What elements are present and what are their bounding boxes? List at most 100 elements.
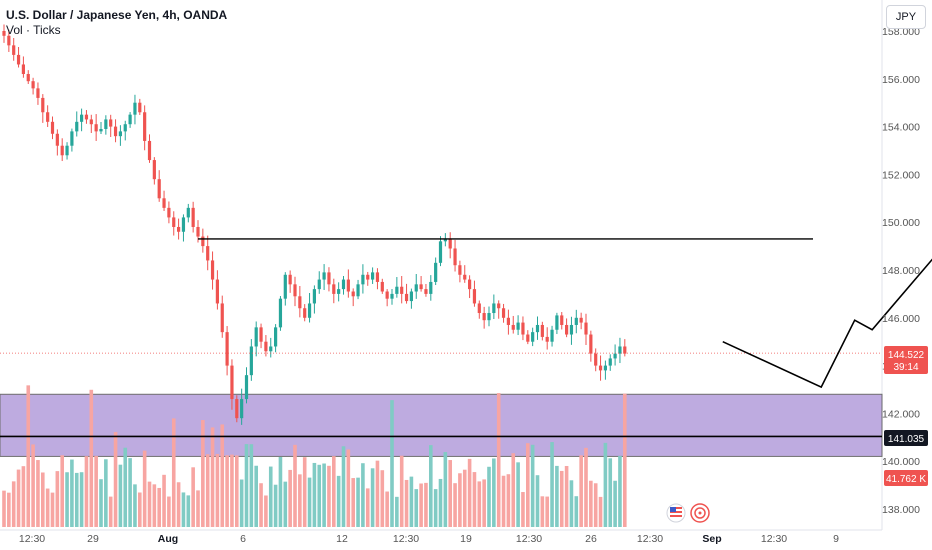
currency-button[interactable]: JPY [886, 5, 926, 29]
candle-body [264, 341, 268, 352]
candle-body [177, 226, 181, 232]
volume-bar [113, 432, 118, 527]
volume-bar [496, 393, 501, 527]
volume-bar [186, 495, 191, 527]
candle-body [371, 272, 375, 280]
time-tick-label: 26 [585, 533, 597, 545]
candle-body [143, 112, 147, 141]
volume-bar [613, 480, 617, 527]
candle-body [409, 291, 413, 302]
volume-bar [45, 488, 50, 527]
candle-body [128, 114, 132, 125]
volume-bar [50, 492, 55, 527]
volume-bar [608, 458, 613, 527]
price-tick-label: 150.000 [882, 217, 920, 229]
volume-bar [380, 470, 385, 527]
volume-bar [559, 470, 564, 527]
volume-bar [147, 481, 152, 527]
volume-bar [399, 455, 404, 527]
candlesticks [2, 24, 627, 425]
volume-bar [341, 446, 346, 527]
volume-bar [472, 472, 477, 527]
price-axis[interactable]: 138.000140.000142.000144.000146.000148.0… [882, 26, 920, 516]
time-tick-label: 9 [833, 533, 839, 545]
volume-bar [419, 483, 423, 527]
candle-body [303, 308, 307, 318]
volume-bar [94, 455, 98, 527]
target-icon[interactable] [690, 503, 710, 523]
candle-body [2, 31, 6, 36]
us-flag-icon[interactable] [666, 503, 686, 523]
projection-path[interactable] [722, 239, 932, 389]
volume-bar [244, 444, 249, 527]
volume-bar [453, 483, 457, 527]
volume-bar [375, 460, 380, 527]
volume-bar [603, 442, 608, 527]
volume-bar [550, 442, 554, 527]
volume-bar [535, 475, 540, 527]
volume-bar [157, 487, 161, 527]
volume-bar [530, 444, 535, 527]
volume-bar [593, 483, 598, 527]
volume-bar [36, 460, 40, 527]
volume-bar [356, 477, 360, 527]
price-tick-label: 148.000 [882, 265, 920, 277]
candle-body [206, 246, 210, 261]
volume-bar [365, 488, 370, 527]
candle-body [31, 81, 35, 89]
time-tick-label: 6 [240, 533, 246, 545]
volume-bar [201, 420, 205, 527]
volume-bar [230, 454, 234, 527]
time-tick-label: 12:30 [19, 533, 45, 545]
volume-bar [584, 447, 588, 527]
candle-body [424, 289, 428, 294]
time-axis[interactable]: 12:30 29 Aug 6 12 12:30 19 12:30 26 12:30 Sep 12:30… [19, 533, 839, 545]
demand-zone[interactable] [0, 393, 883, 457]
candle-body [569, 324, 574, 335]
candle-body [390, 293, 394, 299]
time-tick-label: 19 [460, 533, 472, 545]
volume-bar [467, 458, 472, 527]
candle-body [400, 286, 404, 294]
volume-bar [264, 495, 268, 527]
candle-body [254, 327, 258, 347]
candle-body [492, 303, 496, 314]
candle-body [395, 286, 399, 294]
volume-indicator-label[interactable]: Vol · Ticks [6, 23, 61, 37]
candle-body [230, 365, 234, 400]
time-tick-label: 12:30 [637, 533, 663, 545]
candle-body [181, 217, 186, 232]
candle-body [215, 279, 219, 304]
volume-bar [11, 481, 16, 527]
candle-body [75, 121, 79, 132]
candle-body [327, 272, 331, 285]
candle-body [535, 324, 540, 333]
price-tick-label: 138.000 [882, 504, 920, 516]
volume-bar [152, 484, 157, 527]
candle-body [259, 327, 263, 342]
candle-body [201, 236, 205, 247]
candle-body [225, 332, 229, 366]
volume-bar [429, 445, 433, 527]
volume-bar [123, 447, 128, 527]
volume-bar [390, 400, 394, 527]
candle-body [220, 303, 224, 333]
candle-body [526, 334, 530, 342]
candle-body [123, 124, 127, 132]
candle-body [482, 313, 486, 321]
candle-body [322, 272, 326, 280]
price-tick-label: 142.000 [882, 408, 920, 420]
volume-bar [346, 449, 351, 527]
price-tick-label: 152.000 [882, 169, 920, 181]
candle-body [240, 399, 244, 419]
candle-body [55, 133, 59, 146]
countdown-label: 39:14 [893, 362, 918, 373]
volume-bar [501, 475, 506, 527]
volume-bar [370, 468, 375, 527]
volume-bar [7, 492, 11, 527]
volume-bar [351, 478, 355, 527]
candle-body [337, 289, 341, 294]
volume-bar [385, 491, 389, 527]
candle-body [380, 281, 384, 292]
